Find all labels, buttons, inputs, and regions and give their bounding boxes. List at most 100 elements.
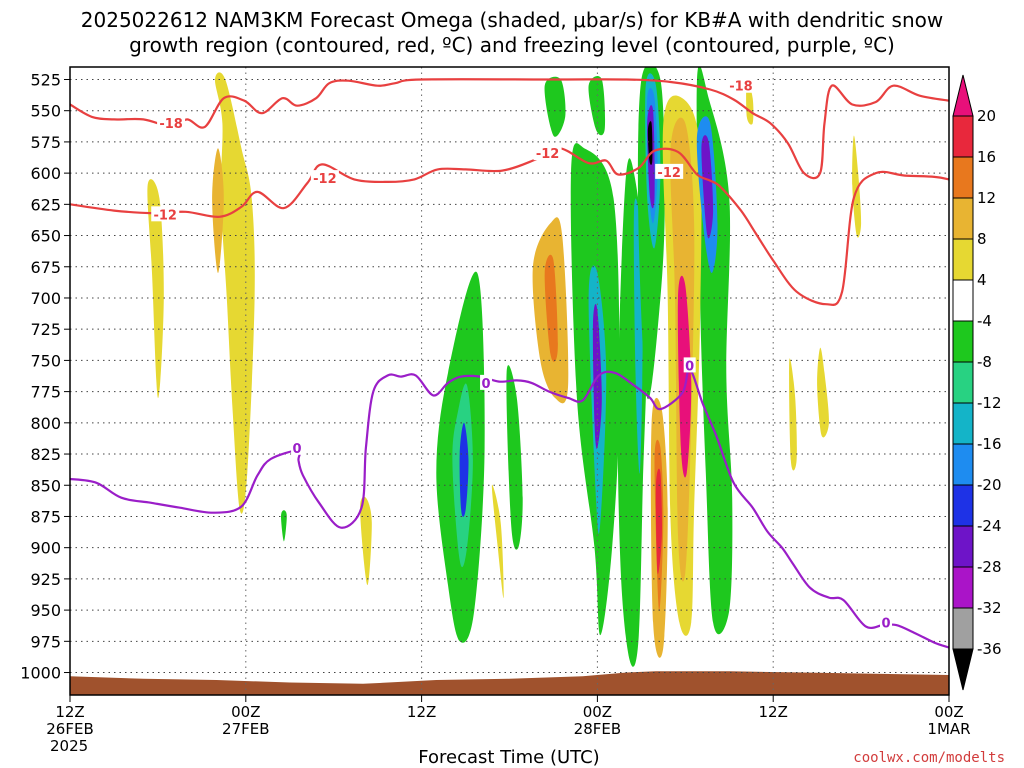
ytick-label-950: 950: [30, 601, 61, 620]
colorbar-label-12: -32: [977, 599, 1002, 617]
colorbar-segment-12: [952, 566, 974, 609]
credit-text: coolwx.com/modelts: [853, 750, 1005, 766]
shade-magenta-col6: [677, 275, 692, 478]
ytick-label-775: 775: [30, 383, 61, 402]
colorbar-label-13: -36: [977, 640, 1002, 658]
colorbar-segment-2: [952, 156, 974, 199]
contour-label-freezing-level-2: 0: [685, 359, 694, 374]
contour-label-bg: [655, 163, 684, 179]
contour-label-bg: [157, 115, 186, 131]
colorbar-segment-13: [952, 607, 974, 650]
xtick-label-0-2: 2025: [50, 737, 88, 755]
xtick-label-60-0: 00Z: [934, 703, 963, 721]
contour-label-freezing-level-3: 0: [881, 617, 890, 632]
xtick-label-36-0: 00Z: [583, 703, 612, 721]
xtick-label-36-1: 28FEB: [574, 720, 621, 738]
ytick-label-1000: 1000: [20, 664, 61, 683]
colorbar-segment-3: [952, 197, 974, 240]
shade-yellow-mid: [360, 496, 372, 586]
shade-green-small: [281, 510, 287, 542]
y-axis-ticks: 525 550 575 600 625 650 675 700 725 750 775 800 825 8…: [20, 70, 70, 683]
xtick-label-0-1: 26FEB: [46, 720, 93, 738]
x-axis-label: Forecast Time (UTC): [418, 747, 599, 768]
contour-label-dgz-bot-0: -12: [153, 208, 177, 223]
contour-label-bg: [683, 357, 696, 373]
shade-green-col2: [506, 365, 523, 550]
shade-yellow-right: [852, 135, 862, 238]
ytick-label-800: 800: [30, 414, 61, 433]
shade-yellow-right3: [789, 358, 797, 471]
ytick-label-925: 925: [30, 570, 61, 589]
shade-green-top: [544, 76, 566, 137]
shade-red-lower-core: [655, 468, 662, 575]
plot-frame: [69, 66, 950, 696]
ytick-label-700: 700: [30, 289, 61, 308]
colorbar-segment-14: [952, 648, 974, 691]
colorbar-label-0: 20: [977, 107, 996, 125]
xtick-label-12-1: 27FEB: [222, 720, 269, 738]
contour-label-dgz-top-0: -18: [159, 117, 183, 132]
contour-label-dgz-bot-1: -12: [313, 172, 337, 187]
contour-labels: -18 -18 -12 -12 -12 -12 0 0 0 0: [151, 77, 893, 632]
contour-label-bg: [726, 77, 755, 93]
shade-blue-col1: [459, 422, 469, 517]
colorbar-label-1: 16: [977, 148, 996, 166]
contour-label-bg: [880, 614, 893, 630]
ytick-label-675: 675: [30, 258, 61, 277]
xtick-label-0-0: 12Z: [55, 703, 84, 721]
contour-label-bg: [480, 374, 493, 390]
contour-label-freezing-level-0: 0: [293, 442, 302, 457]
colorbar-label-2: 12: [977, 189, 996, 207]
contour-label-bg: [291, 439, 304, 455]
colorbar-label-8: -16: [977, 435, 1002, 453]
colorbar-segment-4: [952, 238, 974, 281]
shade-green-top2: [588, 76, 606, 136]
ytick-label-725: 725: [30, 320, 61, 339]
colorbar-label-7: -12: [977, 394, 1002, 412]
contour-label-dgz-bot-3: -12: [657, 166, 681, 181]
shade-yellow-left2: [147, 179, 164, 399]
ytick-label-600: 600: [30, 164, 61, 183]
shade-purple-col7: [701, 135, 714, 239]
colorbar-segment-1: [952, 115, 974, 158]
ytick-label-975: 975: [30, 632, 61, 651]
colorbar-segment-10: [952, 484, 974, 527]
colorbar-label-6: -8: [977, 353, 992, 371]
xtick-label-60-1: 1MAR: [927, 720, 970, 738]
ytick-label-550: 550: [30, 102, 61, 121]
ytick-label-575: 575: [30, 133, 61, 152]
contour-dgz-top: [70, 78, 949, 180]
ytick-label-650: 650: [30, 227, 61, 246]
ytick-label-625: 625: [30, 195, 61, 214]
colorbar-segment-6: [952, 320, 974, 363]
ytick-label-825: 825: [30, 445, 61, 464]
colorbar-segment-5: [952, 279, 974, 322]
ytick-label-875: 875: [30, 507, 61, 526]
shade-orange-left: [212, 148, 224, 273]
colorbar-label-3: 8: [977, 230, 987, 248]
terrain-fill: [70, 671, 949, 695]
ytick-label-750: 750: [30, 351, 61, 370]
xtick-label-48-0: 12Z: [759, 703, 788, 721]
omega-shading: [147, 67, 862, 667]
chart-title-line2: growth region (contoured, red, ºC) and f…: [129, 33, 895, 57]
colorbar-label-10: -24: [977, 517, 1002, 535]
contour-label-dgz-bot-2: -12: [536, 147, 560, 162]
contour-label-bg: [151, 206, 180, 222]
terrain-area: [70, 671, 949, 695]
contour-label-bg: [533, 145, 562, 161]
contour-label-dgz-top-1: -18: [729, 80, 753, 95]
shade-yellow-left: [214, 72, 255, 514]
chart-title-line1: 2025022612 NAM3KM Forecast Omega (shaded…: [81, 8, 943, 32]
contour-dgz-bot: [70, 147, 949, 307]
contour-label-bg: [310, 170, 339, 186]
ytick-label-850: 850: [30, 476, 61, 495]
ytick-label-525: 525: [30, 70, 61, 89]
colorbar-segment-7: [952, 361, 974, 404]
contour-label-freezing-level-1: 0: [482, 377, 491, 392]
shade-orange-mid-core: [544, 254, 558, 362]
ytick-label-900: 900: [30, 539, 61, 558]
colorbar-segment-9: [952, 443, 974, 486]
shade-yellow-col2: [491, 484, 504, 598]
